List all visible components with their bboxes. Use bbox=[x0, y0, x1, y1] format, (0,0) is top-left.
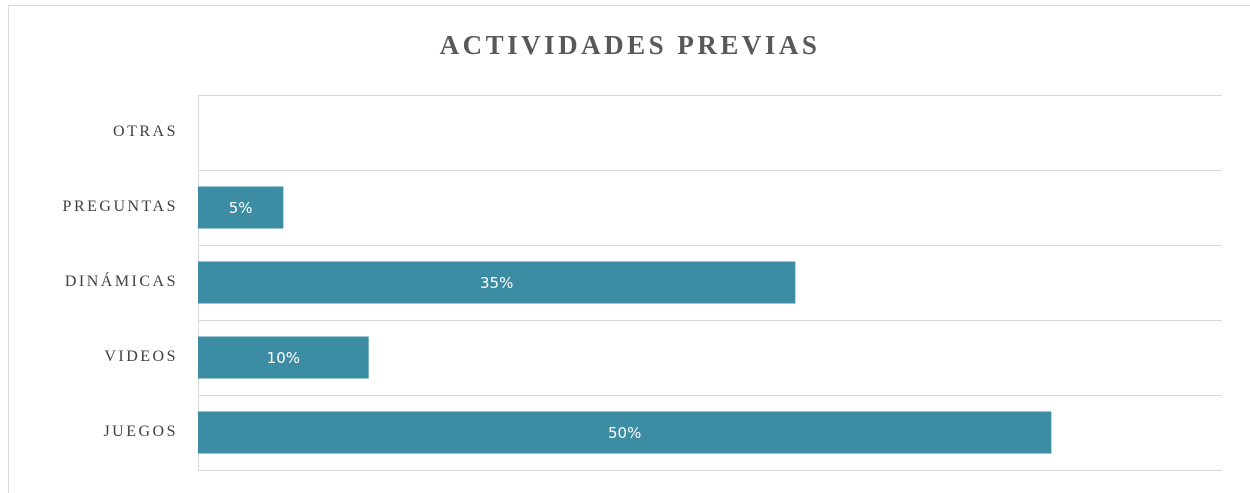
y-tick-label: PREGUNTAS bbox=[63, 198, 178, 215]
y-tick-label: JUEGOS bbox=[103, 423, 178, 440]
data-label: 50% bbox=[608, 424, 641, 442]
bar bbox=[198, 411, 1052, 454]
bar bbox=[198, 336, 369, 379]
bar bbox=[198, 186, 284, 229]
chart-title: ACTIVIDADES PREVIAS bbox=[440, 30, 821, 60]
data-label: 35% bbox=[480, 274, 513, 292]
chart-border bbox=[8, 5, 1250, 493]
bar bbox=[198, 261, 796, 304]
y-tick-label: DINÁMICAS bbox=[65, 271, 178, 290]
data-label: 5% bbox=[229, 199, 253, 217]
y-tick-label: OTRAS bbox=[113, 123, 178, 140]
data-label: 10% bbox=[267, 349, 300, 367]
y-tick-label: VIDEOS bbox=[104, 348, 178, 365]
